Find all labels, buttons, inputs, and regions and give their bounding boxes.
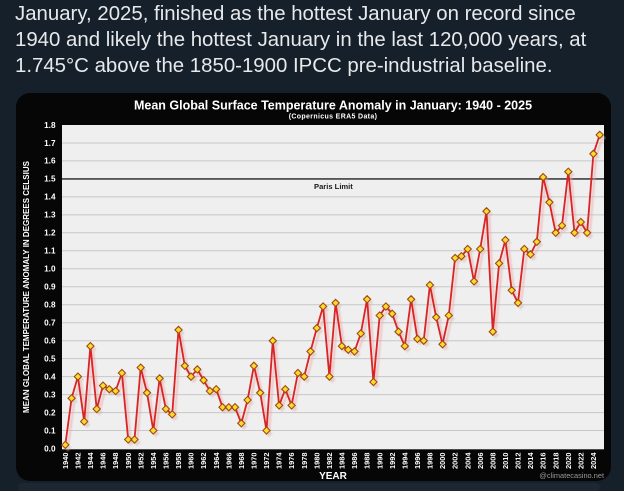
svg-text:1978: 1978 <box>300 453 309 469</box>
svg-text:1994: 1994 <box>400 452 409 469</box>
svg-text:2010: 2010 <box>501 453 510 469</box>
svg-text:1950: 1950 <box>124 453 133 469</box>
svg-text:0.8: 0.8 <box>44 301 56 310</box>
svg-text:Mean Global Surface Temperatur: Mean Global Surface Temperature Anomaly … <box>134 99 532 113</box>
svg-text:1964: 1964 <box>212 452 221 469</box>
svg-text:0.4: 0.4 <box>44 372 56 381</box>
svg-text:1992: 1992 <box>388 453 397 469</box>
svg-text:1956: 1956 <box>162 453 171 469</box>
svg-text:1.7: 1.7 <box>44 139 56 148</box>
svg-text:1984: 1984 <box>338 452 347 469</box>
svg-text:0.6: 0.6 <box>44 337 56 346</box>
svg-text:1962: 1962 <box>199 453 208 469</box>
svg-text:2012: 2012 <box>514 453 523 469</box>
svg-text:1944: 1944 <box>86 452 95 469</box>
svg-text:0.0: 0.0 <box>44 444 56 453</box>
svg-text:0.1: 0.1 <box>44 426 56 435</box>
svg-text:(Copernicus ERA5 Data): (Copernicus ERA5 Data) <box>289 114 378 121</box>
svg-text:2024: 2024 <box>589 452 598 469</box>
svg-text:@climatecasino.net: @climatecasino.net <box>539 471 604 480</box>
svg-text:0.2: 0.2 <box>44 408 56 417</box>
svg-text:1.2: 1.2 <box>44 229 56 238</box>
svg-text:1976: 1976 <box>287 453 296 469</box>
svg-text:2004: 2004 <box>463 452 472 469</box>
svg-text:1982: 1982 <box>325 453 334 469</box>
svg-text:2016: 2016 <box>539 453 548 469</box>
svg-text:2002: 2002 <box>451 453 460 469</box>
svg-text:0.3: 0.3 <box>44 390 56 399</box>
svg-text:1952: 1952 <box>136 453 145 469</box>
svg-text:1970: 1970 <box>250 453 259 469</box>
svg-text:2020: 2020 <box>564 453 573 469</box>
svg-text:1972: 1972 <box>262 453 271 469</box>
svg-text:1986: 1986 <box>350 453 359 469</box>
svg-text:1998: 1998 <box>426 453 435 469</box>
svg-text:1948: 1948 <box>111 453 120 469</box>
svg-text:1988: 1988 <box>363 453 372 469</box>
svg-text:1954: 1954 <box>149 452 158 469</box>
svg-text:2008: 2008 <box>488 453 497 469</box>
svg-text:1996: 1996 <box>413 453 422 469</box>
svg-text:2006: 2006 <box>476 453 485 469</box>
svg-text:YEAR: YEAR <box>319 471 348 482</box>
svg-text:1.4: 1.4 <box>44 193 56 202</box>
svg-text:1990: 1990 <box>375 453 384 469</box>
svg-text:2022: 2022 <box>576 453 585 469</box>
svg-text:1968: 1968 <box>237 453 246 469</box>
svg-text:1940: 1940 <box>61 453 70 469</box>
svg-text:1.0: 1.0 <box>44 265 56 274</box>
svg-text:1966: 1966 <box>224 453 233 469</box>
svg-text:1958: 1958 <box>174 453 183 469</box>
svg-text:0.5: 0.5 <box>44 354 56 363</box>
svg-text:1.6: 1.6 <box>44 157 56 166</box>
svg-text:1942: 1942 <box>74 453 83 469</box>
svg-text:0.9: 0.9 <box>44 283 56 292</box>
svg-text:1.1: 1.1 <box>44 247 56 256</box>
svg-text:1960: 1960 <box>187 453 196 469</box>
svg-text:2000: 2000 <box>438 453 447 469</box>
svg-text:Paris Limit: Paris Limit <box>314 182 353 191</box>
svg-text:1974: 1974 <box>275 452 284 469</box>
svg-text:1.3: 1.3 <box>44 211 56 220</box>
svg-text:2014: 2014 <box>526 452 535 469</box>
svg-text:0.7: 0.7 <box>44 319 56 328</box>
svg-text:2018: 2018 <box>551 453 560 469</box>
svg-text:1946: 1946 <box>99 453 108 469</box>
svg-text:1.5: 1.5 <box>44 175 56 184</box>
svg-text:1.8: 1.8 <box>44 121 56 130</box>
svg-text:MEAN GLOBAL TEMPERATURE ANOMAL: MEAN GLOBAL TEMPERATURE ANOMALY IN DEGRE… <box>22 160 31 413</box>
svg-text:1980: 1980 <box>312 453 321 469</box>
